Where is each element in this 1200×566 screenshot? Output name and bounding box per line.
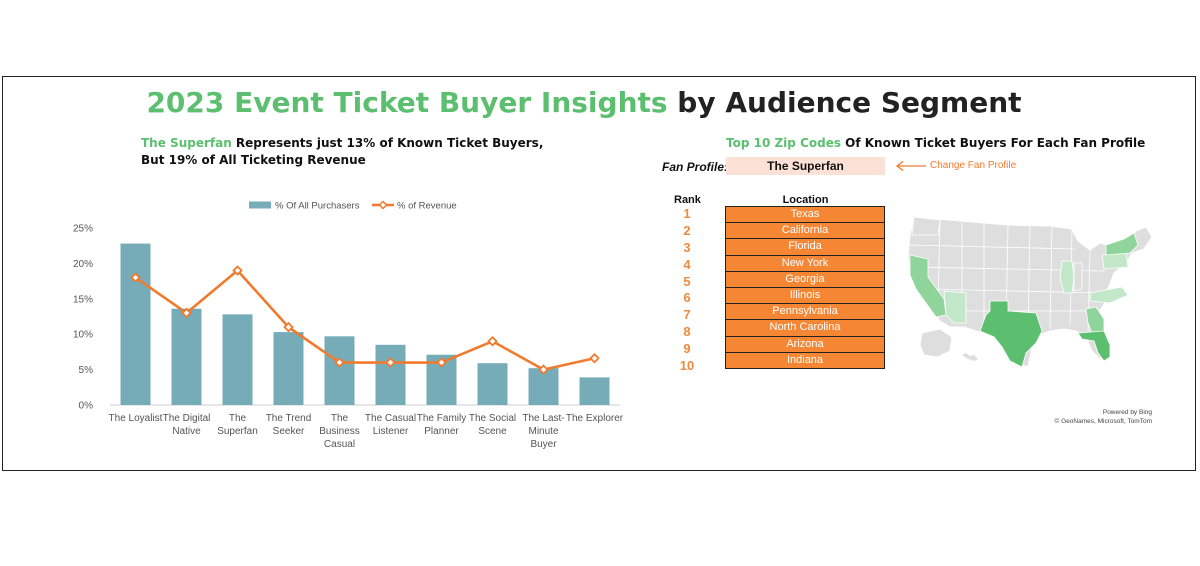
state-indiana	[1073, 262, 1083, 292]
location-cell: Georgia	[725, 271, 885, 288]
legend-label: % of Revenue	[397, 201, 457, 212]
rank-header: Rank	[674, 194, 701, 206]
state-texas	[979, 300, 1043, 368]
location-cell: Texas	[725, 206, 885, 224]
map-attribution: Powered by Bing © GeoNames, Microsoft, T…	[1040, 408, 1153, 426]
location-column: Texas California Florida New York Georgia Ill…	[725, 206, 885, 369]
x-tick-label: The Family Planner	[417, 413, 466, 437]
location-cell: Arizona	[725, 336, 885, 353]
bar	[375, 344, 406, 405]
rank-number: 3	[683, 239, 691, 255]
rank-number: 7	[683, 307, 691, 323]
y-tick-label: 5%	[79, 365, 94, 376]
y-tick-label: 15%	[73, 294, 93, 305]
line-point	[436, 357, 447, 368]
alaska-shape	[919, 328, 953, 358]
segment-chart: % Of All Purchasers % of Revenue 0% 5% 10% 1…	[73, 200, 624, 450]
y-tick-label: 20%	[73, 259, 93, 270]
state-california	[909, 254, 947, 318]
rank-number: 8	[683, 324, 691, 340]
x-tick-label: The Last-Minute Buyer	[522, 413, 564, 450]
location-header: Location	[782, 194, 829, 206]
line-point	[487, 336, 498, 347]
location-cell: Florida	[725, 239, 885, 256]
chart-subtitle: The Superfan Represents just 13% of Know…	[141, 135, 561, 169]
x-tick-label: The Superfan	[217, 413, 258, 437]
bar	[120, 243, 151, 405]
x-tick-label: The Trend Seeker	[266, 413, 312, 437]
x-tick-label: The Casual Listener	[365, 413, 416, 437]
rank-number: 2	[683, 222, 691, 238]
bar	[222, 314, 253, 405]
legend-swatch-marker	[378, 200, 388, 210]
subtitle-accent: The Superfan	[141, 136, 232, 150]
y-tick-label: 10%	[73, 330, 93, 341]
line-point	[385, 357, 396, 368]
y-tick-label: 0%	[79, 401, 94, 412]
line-point	[283, 321, 294, 333]
chart-legend: % Of All Purchasers % of Revenue	[249, 200, 457, 212]
bar	[171, 308, 202, 405]
page-title: 2023 Event Ticket Buyer Insights by Audi…	[0, 86, 1168, 119]
rank-number: 9	[683, 341, 691, 357]
rank-number: 6	[683, 290, 691, 306]
bar	[273, 332, 304, 405]
x-tick-label: The Business Casual	[319, 413, 360, 450]
powered-by-text: Powered by Bing	[1102, 409, 1152, 416]
title-accent: 2023 Event Ticket Buyer Insights	[146, 86, 668, 119]
bar-series	[120, 243, 610, 405]
line-point	[334, 357, 345, 368]
x-tick-label: The Social Scene	[469, 413, 516, 437]
revenue-line	[134, 269, 595, 371]
dashboard-frame	[2, 76, 1196, 471]
line-point	[232, 265, 243, 276]
state-illinois	[1059, 260, 1075, 294]
legend-label: % Of All Purchasers	[275, 201, 360, 212]
location-cell: New York	[725, 255, 885, 272]
zip-title-rest: Of Known Ticket Buyers For Each Fan Prof…	[840, 136, 1146, 150]
state-new-york	[1105, 232, 1139, 256]
line-series	[130, 265, 600, 375]
location-cell: North Carolina	[725, 320, 885, 337]
rank-number: 4	[683, 256, 691, 272]
arrow-left-icon	[895, 160, 926, 172]
x-tick-label: The Digital Native	[163, 413, 211, 437]
location-cell: Illinois	[725, 287, 885, 305]
line-point	[538, 364, 549, 375]
rank-number: 10	[679, 358, 695, 374]
rank-column: 1 2 3 4 5 6 7 8 9 10	[672, 206, 702, 375]
zip-title-accent: Top 10 Zip Codes	[726, 136, 841, 150]
fan-profile-label: Fan Profile:	[662, 160, 729, 174]
state-north-carolina	[1089, 286, 1129, 304]
bar	[477, 363, 508, 405]
x-tick-label: The Loyalist	[109, 413, 163, 424]
zip-title: Top 10 Zip Codes Of Known Ticket Buyers …	[726, 136, 1145, 150]
legend-swatch-bar	[249, 201, 271, 209]
hawaii-shape	[962, 353, 978, 361]
us-map	[907, 216, 1153, 368]
state-arizona	[943, 290, 967, 324]
title-rest: by Audience Segment	[667, 86, 1022, 119]
state-florida	[1077, 330, 1111, 362]
location-cell: Pennsylvania	[725, 304, 885, 321]
location-cell: Indiana	[725, 352, 885, 369]
state-washington	[911, 216, 941, 236]
subtitle-rest: Represents just 13% of Known Ticket Buye…	[141, 136, 544, 167]
fan-profile-select[interactable]: The Superfan	[726, 157, 885, 175]
bar	[324, 336, 355, 405]
x-tick-label: The Explorer	[566, 413, 624, 424]
rank-number: 5	[683, 273, 691, 289]
location-cell: California	[725, 223, 885, 240]
line-point	[130, 272, 141, 283]
attribution-text: © GeoNames, Microsoft, TomTom	[1054, 418, 1153, 425]
bar	[579, 377, 610, 405]
change-fan-profile-label: Change Fan Profile	[930, 160, 1017, 171]
y-axis: 0% 5% 10% 15% 20% 25%	[73, 224, 93, 412]
line-point	[181, 307, 192, 319]
y-tick-label: 25%	[73, 224, 93, 235]
line-point	[589, 352, 600, 364]
rank-number: 1	[683, 206, 691, 221]
